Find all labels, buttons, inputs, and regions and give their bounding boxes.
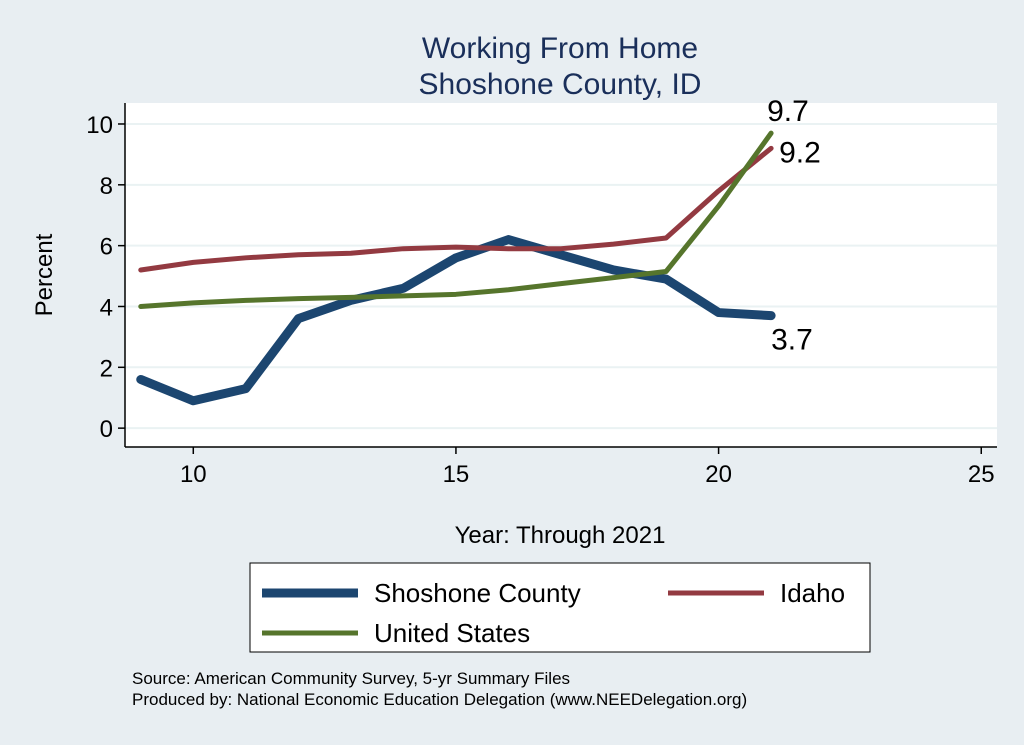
- x-tick-label: 20: [705, 461, 732, 488]
- x-tick-label: 25: [968, 461, 995, 488]
- y-tick-label: 2: [100, 355, 113, 382]
- chart-title: Working From Home: [422, 32, 698, 65]
- series-line-idaho: [138, 145, 774, 273]
- x-axis-label: Year: Through 2021: [455, 522, 666, 549]
- x-tick-label: 10: [180, 461, 207, 488]
- y-tick-label: 10: [86, 112, 113, 139]
- producer-note: Produced by: National Economic Education…: [132, 690, 747, 709]
- x-tick-label: 15: [443, 461, 470, 488]
- legend-label: Shoshone County: [374, 578, 581, 608]
- legend: [249, 562, 871, 653]
- source-note: Source: American Community Survey, 5-yr …: [132, 669, 570, 688]
- end-value-label: 9.2: [779, 136, 821, 169]
- y-tick-label: 8: [100, 173, 113, 200]
- series-line-shoshone-county: [136, 235, 776, 406]
- legend-label: United States: [374, 618, 530, 648]
- legend-label: Idaho: [780, 578, 845, 608]
- y-tick-label: 0: [100, 416, 113, 443]
- y-axis-label: Percent: [31, 233, 58, 316]
- end-value-label: 3.7: [771, 324, 813, 357]
- y-tick-label: 6: [100, 234, 113, 261]
- series-line-united-states: [138, 130, 774, 309]
- plot-area: [125, 103, 997, 447]
- chart-subtitle: Shoshone County, ID: [419, 68, 702, 101]
- y-tick-label: 4: [100, 294, 113, 321]
- end-value-label: 9.7: [767, 95, 809, 128]
